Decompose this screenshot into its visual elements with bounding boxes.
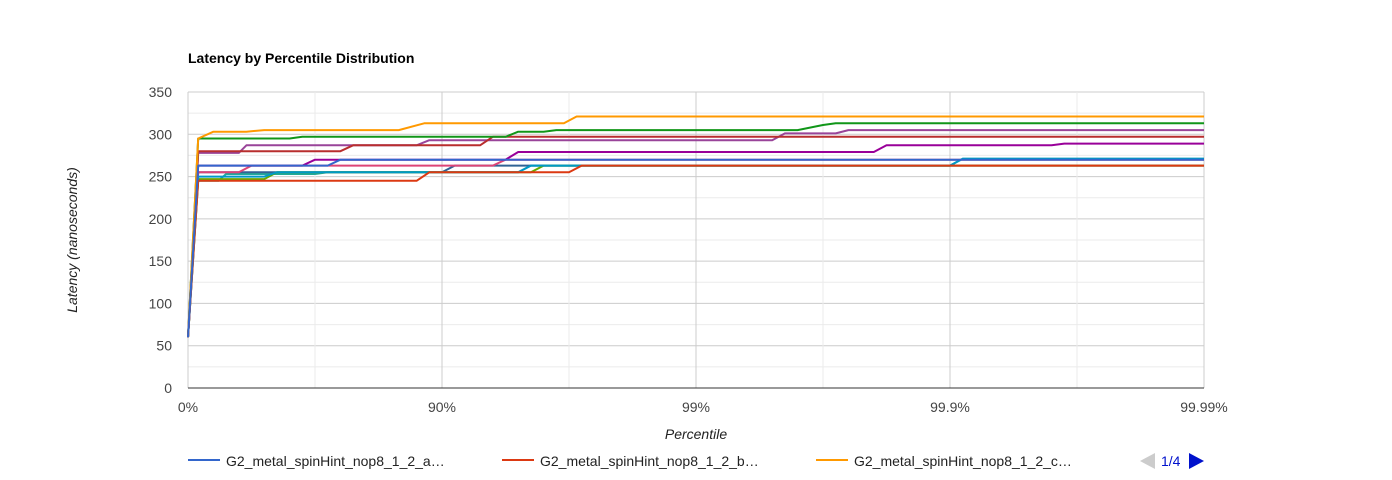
x-tick-labels: 0% 90% 99% 99.9% 99.99% <box>178 399 1228 415</box>
x-tick-label: 99% <box>682 399 710 415</box>
series-line <box>187 135 1204 338</box>
x-tick-label: 90% <box>428 399 456 415</box>
chart-title: Latency by Percentile Distribution <box>188 50 414 66</box>
series-line <box>187 158 1204 338</box>
y-tick-label: 300 <box>149 126 173 142</box>
series-line <box>187 158 1204 338</box>
y-tick-label: 250 <box>149 169 173 185</box>
x-tick-label: 99.9% <box>930 399 970 415</box>
y-tick-label: 50 <box>156 338 172 354</box>
y-axis-title: Latency (nanoseconds) <box>64 167 80 313</box>
y-tick-label: 200 <box>149 211 173 227</box>
series-line <box>187 129 1204 338</box>
y-tick-label: 0 <box>164 380 172 396</box>
series-lines <box>187 115 1204 338</box>
legend: G2_metal_spinHint_nop8_1_2_a… G2_metal_sp… <box>188 453 1072 469</box>
y-tick-label: 100 <box>149 295 173 311</box>
series-line <box>187 122 1204 338</box>
y-tick-label: 350 <box>149 84 173 100</box>
grid-lines <box>187 91 1205 388</box>
legend-pager: 1/4 <box>1140 453 1204 469</box>
y-tick-label: 150 <box>149 253 173 269</box>
series-line <box>187 115 1204 338</box>
y-tick-labels: 0 50 100 150 200 250 300 350 <box>149 84 173 396</box>
x-tick-label: 99.99% <box>1180 399 1227 415</box>
legend-label: G2_metal_spinHint_nop8_1_2_a… <box>226 453 445 469</box>
x-axis-title: Percentile <box>665 426 727 442</box>
prev-page-icon[interactable] <box>1140 453 1155 469</box>
legend-page-indicator: 1/4 <box>1161 453 1181 469</box>
legend-label: G2_metal_spinHint_nop8_1_2_b… <box>540 453 759 469</box>
next-page-icon[interactable] <box>1189 453 1204 469</box>
x-tick-label: 0% <box>178 399 198 415</box>
legend-label: G2_metal_spinHint_nop8_1_2_c… <box>854 453 1072 469</box>
